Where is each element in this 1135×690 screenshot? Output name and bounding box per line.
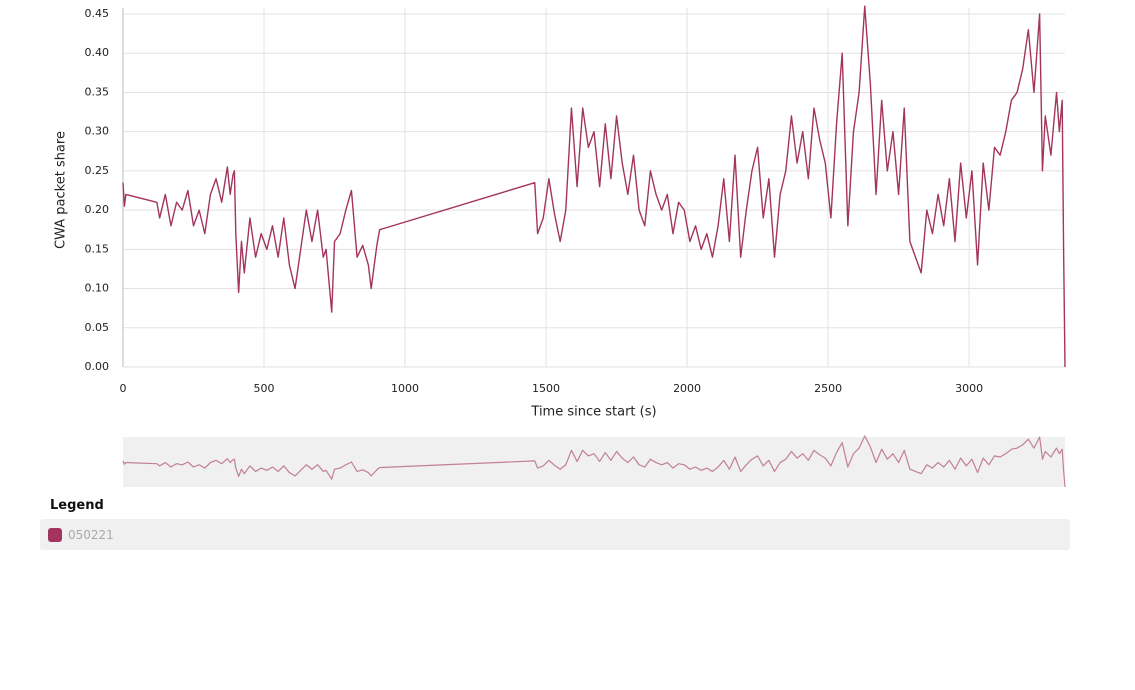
y-tick-label: 0.30 <box>85 125 110 138</box>
y-tick-label: 0.40 <box>85 46 110 59</box>
x-axis-title: Time since start (s) <box>530 405 656 420</box>
y-tick-label: 0.35 <box>85 85 110 98</box>
legend-title: Legend <box>50 498 104 513</box>
overview-background <box>123 437 1065 487</box>
legend-body: 050221 <box>40 519 1070 550</box>
x-tick-label: 1000 <box>391 382 419 395</box>
x-tick-label: 3000 <box>955 382 983 395</box>
x-tick-label: 2500 <box>814 382 842 395</box>
y-tick-label: 0.20 <box>85 203 110 216</box>
x-tick-label: 1500 <box>532 382 560 395</box>
y-tick-label: 0.45 <box>85 7 110 20</box>
legend-swatch[interactable] <box>48 527 62 542</box>
y-axis-title: CWA packet share <box>54 131 69 249</box>
y-tick-label: 0.15 <box>85 242 110 255</box>
legend-label[interactable]: 050221 <box>68 527 114 542</box>
y-tick-label: 0.05 <box>85 321 110 334</box>
x-tick-label: 500 <box>254 382 275 395</box>
y-tick-label: 0.10 <box>85 282 110 295</box>
legend: Legend 050221 <box>40 498 1070 550</box>
chart: Time since start (s) CWA packet share 0.… <box>54 5 1066 488</box>
y-tick-label: 0.25 <box>85 164 110 177</box>
x-tick-label: 2000 <box>673 382 701 395</box>
x-tick-label: 0 <box>120 382 127 395</box>
series-line <box>122 5 1066 368</box>
y-tick-label: 0.00 <box>85 360 110 373</box>
overview-line <box>122 435 1066 488</box>
